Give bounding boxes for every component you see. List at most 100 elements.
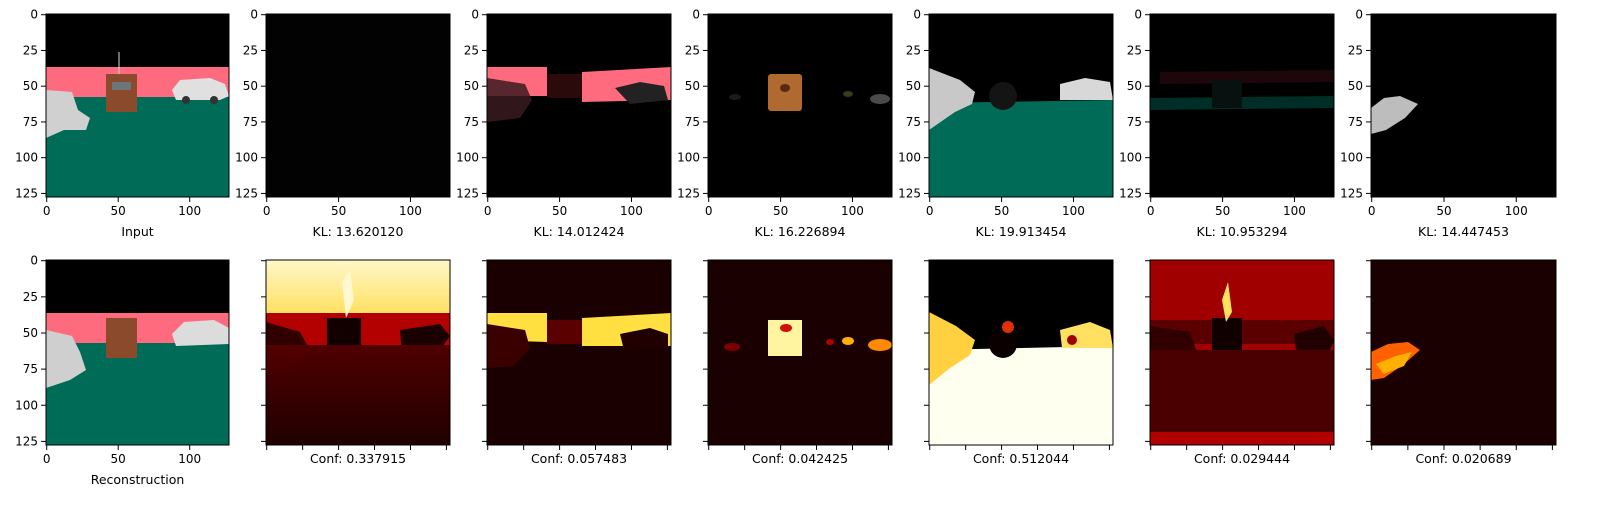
- x-tick-label: 50: [994, 204, 1009, 218]
- y-tick-label: 100: [235, 151, 258, 165]
- panel-caption-kl: KL: 10.953294: [1197, 224, 1288, 239]
- axes-frame: [707, 13, 893, 198]
- y-tick-label: 50: [685, 79, 700, 93]
- x-tick-label: 0: [263, 204, 271, 218]
- x-tick-label: 0: [705, 204, 713, 218]
- y-tick-label: 75: [906, 115, 921, 129]
- y-tick-label: 100: [456, 151, 479, 165]
- y-tick-label: 50: [1348, 79, 1363, 93]
- y-tick-label: 125: [235, 186, 258, 200]
- y-tick-label: 100: [15, 398, 38, 412]
- panel-kl-4: [929, 14, 1113, 197]
- y-tick-label: 25: [23, 290, 38, 304]
- panel-caption-kl: Input: [121, 224, 153, 239]
- y-tick-label: 0: [250, 8, 258, 22]
- axes-frame: [1149, 13, 1335, 198]
- x-tick-label: 100: [1062, 204, 1085, 218]
- x-tick-label: 100: [399, 204, 422, 218]
- panel-caption-conf: Conf: 0.512044: [973, 451, 1069, 466]
- panel-kl-2: [487, 14, 671, 197]
- panel-caption-conf: Reconstruction: [91, 472, 185, 487]
- y-tick-label: 75: [1127, 115, 1142, 129]
- axes-frame: [265, 259, 451, 446]
- panel-kl-5: [1150, 14, 1334, 197]
- y-tick-label: 75: [243, 115, 258, 129]
- axes-frame: [45, 13, 230, 198]
- panel-caption-kl: KL: 14.447453: [1418, 224, 1509, 239]
- axes-frame: [928, 259, 1114, 446]
- y-tick-label: 100: [1119, 151, 1142, 165]
- x-tick-label: 50: [111, 204, 126, 218]
- image-kl-1: [266, 14, 450, 197]
- y-tick-label: 50: [23, 326, 38, 340]
- axes-frame: [1149, 259, 1335, 446]
- axes-frame: [928, 13, 1114, 198]
- y-tick-label: 125: [1340, 186, 1363, 200]
- panel-caption-conf: Conf: 0.020689: [1415, 451, 1511, 466]
- image-kl-4: [929, 14, 1113, 197]
- y-tick-label: 0: [913, 8, 921, 22]
- image-kl-2: [487, 14, 671, 197]
- axes-frame: [45, 259, 230, 446]
- panel-conf-5: [1150, 260, 1334, 445]
- y-tick-label: 100: [898, 151, 921, 165]
- x-tick-label: 0: [1368, 204, 1376, 218]
- y-tick-label: 25: [464, 43, 479, 57]
- axes-frame: [1370, 13, 1557, 198]
- panel-input: [46, 14, 229, 197]
- y-tick-label: 50: [243, 79, 258, 93]
- x-tick-label: 50: [111, 452, 126, 466]
- panel-caption-kl: KL: 13.620120: [313, 224, 404, 239]
- y-tick-label: 75: [23, 362, 38, 376]
- image-kl-6: [1371, 14, 1556, 197]
- image-kl-3: [708, 14, 892, 197]
- y-tick-label: 125: [456, 186, 479, 200]
- y-tick-label: 0: [692, 8, 700, 22]
- panel-conf-3: [708, 260, 892, 445]
- x-tick-label: 50: [1215, 204, 1230, 218]
- x-tick-label: 0: [484, 204, 492, 218]
- heatmap-conf-3: [708, 260, 892, 445]
- x-tick-label: 100: [1505, 204, 1528, 218]
- y-tick-label: 125: [898, 186, 921, 200]
- y-tick-label: 125: [1119, 186, 1142, 200]
- y-tick-label: 75: [1348, 115, 1363, 129]
- image-input: [46, 14, 229, 197]
- axes-frame: [1370, 259, 1557, 446]
- panel-caption-kl: KL: 19.913454: [976, 224, 1067, 239]
- y-tick-label: 75: [685, 115, 700, 129]
- panel-kl-1: [266, 14, 450, 197]
- panel-kl-3: [708, 14, 892, 197]
- image-kl-5: [1150, 14, 1334, 197]
- heatmap-conf-2: [487, 260, 671, 445]
- y-tick-label: 100: [677, 151, 700, 165]
- panel-caption-kl: KL: 14.012424: [534, 224, 625, 239]
- x-tick-label: 100: [1283, 204, 1306, 218]
- y-tick-label: 50: [464, 79, 479, 93]
- image-reconstruction: [46, 260, 229, 445]
- y-tick-label: 0: [1355, 8, 1363, 22]
- x-tick-label: 0: [43, 452, 51, 466]
- y-tick-label: 0: [30, 8, 38, 22]
- y-tick-label: 25: [1348, 43, 1363, 57]
- y-tick-label: 75: [23, 115, 38, 129]
- axes-frame: [486, 259, 672, 446]
- y-tick-label: 100: [15, 151, 38, 165]
- axes-layer: [41, 13, 1557, 450]
- axes-frame: [486, 13, 672, 198]
- y-tick-label: 0: [471, 8, 479, 22]
- y-tick-label: 25: [1127, 43, 1142, 57]
- panel-caption-conf: Conf: 0.057483: [531, 451, 627, 466]
- x-tick-label: 100: [620, 204, 643, 218]
- x-tick-label: 100: [178, 452, 201, 466]
- axes-frame: [265, 13, 451, 198]
- y-tick-label: 50: [23, 79, 38, 93]
- heatmap-conf-4: [929, 260, 1113, 445]
- y-tick-label: 25: [685, 43, 700, 57]
- y-tick-label: 75: [464, 115, 479, 129]
- panel-conf-2: [487, 260, 671, 445]
- y-tick-label: 0: [30, 254, 38, 268]
- panel-conf-4: [929, 260, 1113, 445]
- x-tick-label: 100: [841, 204, 864, 218]
